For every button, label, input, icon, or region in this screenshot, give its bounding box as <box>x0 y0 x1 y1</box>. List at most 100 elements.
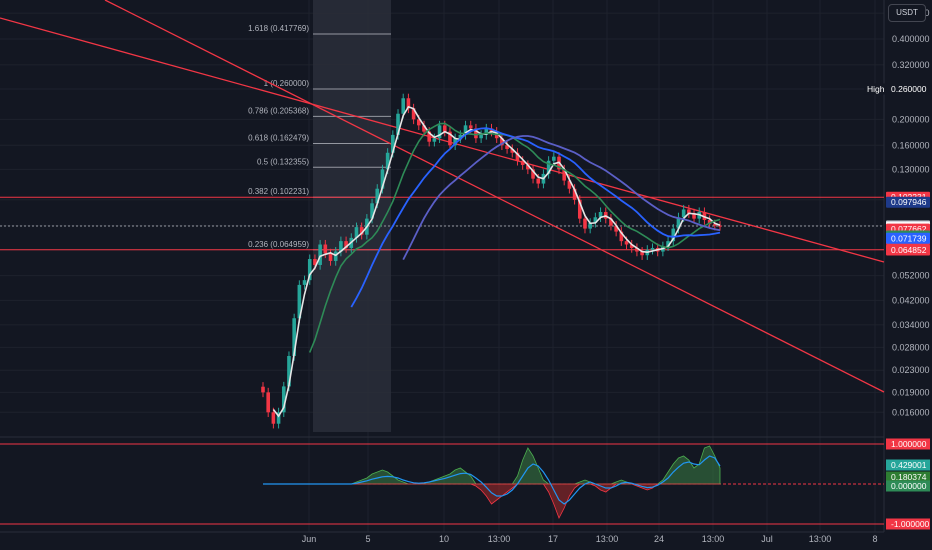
candle[interactable] <box>609 218 613 226</box>
candle[interactable] <box>453 138 457 146</box>
candle[interactable] <box>713 224 717 226</box>
price-tag-value: 0.260000 <box>891 84 927 94</box>
candle[interactable] <box>681 209 686 218</box>
candle[interactable] <box>375 188 380 204</box>
candle[interactable] <box>385 152 390 170</box>
candle[interactable] <box>396 113 400 135</box>
candle[interactable] <box>531 169 535 179</box>
candle[interactable] <box>567 180 572 189</box>
candle[interactable] <box>344 241 348 248</box>
candle[interactable] <box>671 228 676 242</box>
candle[interactable] <box>484 128 489 135</box>
candle[interactable] <box>650 247 655 250</box>
candle[interactable] <box>619 231 624 242</box>
candle[interactable] <box>427 131 431 142</box>
candle[interactable] <box>666 241 670 247</box>
candle[interactable] <box>562 169 567 181</box>
oscillator-value: 0.180374 <box>891 472 927 482</box>
candle[interactable] <box>479 134 483 139</box>
candle[interactable] <box>577 199 582 219</box>
candle[interactable] <box>474 128 478 139</box>
price-tag <box>886 83 930 95</box>
currency-button[interactable]: USDT <box>888 4 926 22</box>
candle[interactable] <box>281 386 286 413</box>
candle[interactable] <box>640 251 644 256</box>
candle[interactable] <box>261 386 265 393</box>
candle[interactable] <box>391 134 395 153</box>
candle[interactable] <box>370 203 374 219</box>
fib-level-label: 0.618 (0.162479) <box>248 133 309 142</box>
candle[interactable] <box>598 211 603 218</box>
highlight-zone <box>313 0 391 432</box>
candle[interactable] <box>629 244 634 248</box>
candle[interactable] <box>359 227 364 235</box>
fib-level-label: 0.382 (0.102231) <box>248 187 309 196</box>
candle[interactable] <box>297 284 302 319</box>
candle[interactable] <box>292 318 296 356</box>
candle[interactable] <box>328 253 333 261</box>
candle[interactable] <box>422 125 426 132</box>
candle[interactable] <box>468 125 473 129</box>
candle[interactable] <box>432 138 437 142</box>
candle[interactable] <box>526 164 530 170</box>
price-tick-label: 0.042000 <box>892 295 930 305</box>
candle[interactable] <box>692 213 696 219</box>
price-tag-value: 0.071739 <box>891 233 927 243</box>
candle[interactable] <box>313 259 317 265</box>
price-tick-label: 0.200000 <box>892 114 930 124</box>
candle[interactable] <box>411 108 416 120</box>
candle[interactable] <box>442 125 447 132</box>
candle[interactable] <box>718 225 722 227</box>
candle[interactable] <box>552 156 556 161</box>
candle[interactable] <box>536 178 541 184</box>
candle[interactable] <box>416 119 421 126</box>
candle[interactable] <box>707 220 712 225</box>
price-tick-label: 0.016000 <box>892 407 930 417</box>
candle[interactable] <box>614 225 618 232</box>
candle[interactable] <box>635 247 639 252</box>
candle[interactable] <box>339 241 343 252</box>
candle[interactable] <box>676 217 681 229</box>
oscillator-level-value: -1.000000 <box>891 519 930 529</box>
candle[interactable] <box>583 218 587 229</box>
price-tag <box>886 196 930 208</box>
candle[interactable] <box>702 211 707 221</box>
candle[interactable] <box>333 251 338 261</box>
candle[interactable] <box>406 98 411 109</box>
candle[interactable] <box>354 227 359 238</box>
candle[interactable] <box>572 188 577 200</box>
candle[interactable] <box>448 131 452 146</box>
price-tick-label: 0.130000 <box>892 164 930 174</box>
candle[interactable] <box>546 160 551 174</box>
candle[interactable] <box>624 241 629 245</box>
candle[interactable] <box>276 412 281 424</box>
trend-line[interactable] <box>0 17 885 263</box>
candle[interactable] <box>588 222 592 229</box>
candle[interactable] <box>687 209 691 214</box>
price-tick-label: 0.023000 <box>892 365 930 375</box>
candle[interactable] <box>302 280 307 285</box>
candle[interactable] <box>266 392 270 413</box>
candle[interactable] <box>515 152 520 161</box>
oscillator-value: 0.000000 <box>891 481 927 491</box>
candle[interactable] <box>307 259 312 281</box>
candle[interactable] <box>505 145 509 149</box>
candle[interactable] <box>287 355 291 387</box>
candle[interactable] <box>458 134 463 139</box>
candle[interactable] <box>520 160 525 165</box>
candle[interactable] <box>463 125 468 135</box>
trend-line[interactable] <box>104 0 885 393</box>
candle[interactable] <box>510 148 515 153</box>
candle[interactable] <box>380 169 385 189</box>
high-tag-bg <box>864 83 886 95</box>
candle[interactable] <box>271 412 276 424</box>
candle[interactable] <box>401 98 406 114</box>
candle[interactable] <box>500 138 504 146</box>
candle[interactable] <box>593 217 598 223</box>
candle[interactable] <box>318 244 322 265</box>
time-tick-label: 5 <box>365 534 370 544</box>
candle[interactable] <box>323 244 328 254</box>
time-tick-label: Jul <box>761 534 773 544</box>
candle[interactable] <box>437 125 442 139</box>
